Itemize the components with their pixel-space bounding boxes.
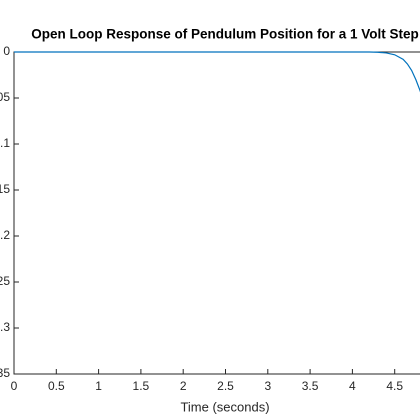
x-tick-label: 3.5 xyxy=(302,379,319,393)
x-tick-label: 0.5 xyxy=(48,379,65,393)
y-tick-label: -0.35 xyxy=(0,366,10,380)
y-tick-label: -0.2 xyxy=(0,228,10,242)
x-tick-label: 3 xyxy=(264,379,271,393)
x-tick-label: 1 xyxy=(95,379,102,393)
data-line xyxy=(14,51,420,93)
plot-area xyxy=(13,51,420,375)
x-tick-label: 1.5 xyxy=(133,379,150,393)
y-tick-label: -0.05 xyxy=(0,90,10,104)
y-tick-label: 0 xyxy=(3,44,10,58)
x-tick-label: 4 xyxy=(349,379,356,393)
x-tick-label: 2.5 xyxy=(217,379,234,393)
y-tick-label: -0.25 xyxy=(0,274,10,288)
x-tick-label: 4.5 xyxy=(386,379,403,393)
x-axis-label: Time (seconds) xyxy=(180,399,269,414)
y-tick-label: -0.15 xyxy=(0,182,10,196)
y-tick-label: -0.1 xyxy=(0,136,10,150)
x-tick-label: 2 xyxy=(180,379,187,393)
y-tick-label: -0.3 xyxy=(0,320,10,334)
chart-title: Open Loop Response of Pendulum Position … xyxy=(31,27,419,42)
x-tick-label: 0 xyxy=(11,379,18,393)
